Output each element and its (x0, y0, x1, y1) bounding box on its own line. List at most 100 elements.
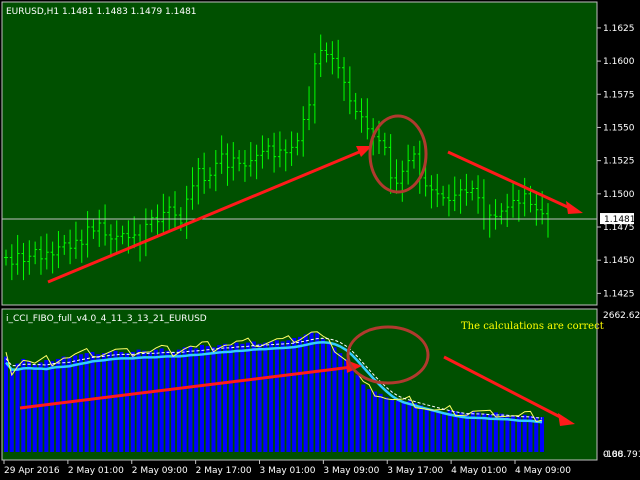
downtrend-arrow (447, 150, 575, 212)
histogram-bar (367, 389, 372, 452)
histogram-bar (447, 410, 452, 452)
price-axis-label: 1.1625 (603, 24, 635, 34)
price-bar (248, 142, 253, 177)
histogram-bar (90, 351, 95, 452)
histogram-bar (107, 351, 112, 452)
time-axis-label: 2 May 01:00 (68, 466, 124, 476)
histogram-bar (315, 333, 320, 452)
histogram-bar (159, 348, 164, 452)
signal-line (5, 341, 543, 424)
histogram-bar (257, 343, 262, 452)
price-bar (336, 39, 341, 79)
histogram-bar (528, 415, 533, 452)
price-bar (149, 209, 154, 233)
time-axis-label: 3 May 09:00 (323, 466, 379, 476)
histogram-bar (130, 351, 135, 452)
histogram-bar (165, 350, 170, 452)
histogram-bar (274, 340, 279, 452)
histogram-bar (234, 342, 239, 452)
price-bar (21, 242, 26, 281)
price-annotations (47, 114, 583, 284)
histogram-bar (303, 334, 308, 452)
price-bar (213, 150, 218, 192)
price-panel[interactable] (1, 1, 598, 306)
time-axis-label: 2 May 09:00 (132, 466, 188, 476)
time-axis-label: 4 May 09:00 (515, 466, 571, 476)
price-bar (237, 150, 242, 172)
histogram-bar (240, 343, 245, 452)
price-bar (56, 230, 61, 269)
histogram-bar (309, 332, 314, 452)
price-bar (196, 157, 201, 205)
histogram-bar (488, 414, 493, 452)
histogram-bar (332, 347, 337, 452)
time-axis: 29 Apr 2016 2 May 01:00 2 May 09:00 2 May 1… (3, 460, 571, 476)
price-bar (388, 134, 393, 194)
downtrend-arrow-head (566, 201, 583, 214)
histogram-bar (430, 410, 435, 452)
price-axis-label: 1.1450 (603, 256, 635, 266)
price-bar (103, 204, 108, 246)
histogram-bar (326, 343, 331, 452)
histogram-bar (418, 405, 423, 452)
histogram-bar (50, 361, 55, 452)
histogram-bar (217, 344, 222, 452)
histogram-bar (459, 412, 464, 452)
histogram-bar (3, 356, 9, 452)
price-bar (400, 160, 405, 202)
price-bar (207, 167, 212, 189)
histogram-bar (499, 413, 504, 452)
histogram-bar (38, 362, 43, 452)
price-bar (173, 191, 178, 229)
histogram-bar (413, 403, 418, 452)
price-bar (242, 150, 247, 182)
histogram-bar (395, 400, 400, 452)
price-bar (353, 92, 358, 120)
price-bar (132, 216, 137, 249)
price-bar (301, 106, 306, 157)
indicator-tick-zero: 0.00 (603, 450, 623, 460)
histogram-bar (205, 346, 210, 452)
indicator-annotations (19, 325, 575, 426)
price-bar (254, 144, 259, 180)
price-bar (283, 139, 288, 172)
histogram (3, 332, 545, 452)
histogram-bar (32, 364, 37, 452)
current-price-tag-text: 1.1481 (604, 215, 636, 225)
histogram-bar (113, 350, 118, 452)
histogram-bar (153, 349, 158, 452)
indicator-uptrend-arrow (19, 365, 353, 410)
price-bar (277, 131, 282, 168)
price-bar (505, 193, 510, 227)
price-bar (225, 143, 230, 186)
histogram-bar (78, 354, 83, 452)
histogram-bar (292, 337, 297, 452)
histogram-bar (372, 391, 377, 452)
uptrend-arrow-head (356, 146, 372, 157)
price-bar (342, 57, 347, 101)
price-bar (394, 159, 399, 194)
price-axis: 1.1625 1.1600 1.1575 1.1550 1.1525 1.1500 1.14… (597, 24, 635, 299)
histogram-bar (188, 346, 193, 452)
histogram-bar (125, 353, 130, 452)
histogram-bar (73, 355, 78, 452)
histogram-bar (442, 412, 447, 452)
histogram-bar (349, 365, 354, 452)
time-axis-label: 4 May 01:00 (451, 466, 507, 476)
divergence-ellipse-indicator (346, 325, 430, 385)
histogram-bar (263, 342, 268, 452)
price-bar (79, 229, 84, 263)
price-bar (318, 34, 323, 78)
indicator-note: The calculations are correct (461, 321, 604, 332)
histogram-bar (101, 353, 106, 452)
histogram-bar (136, 349, 141, 452)
histogram-bar (344, 358, 349, 452)
histogram-bar (465, 413, 470, 452)
histogram-bar (171, 351, 176, 452)
price-bar (219, 135, 224, 174)
divergence-ellipse-price (368, 114, 428, 194)
indicator-tick-min: -188.791 (603, 450, 640, 460)
price-bar (365, 98, 370, 140)
histogram-bar (55, 358, 60, 452)
